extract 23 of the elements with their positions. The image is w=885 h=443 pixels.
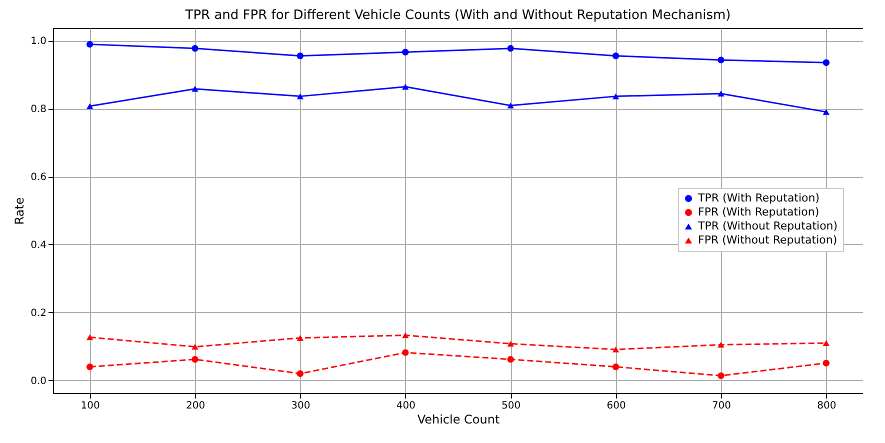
y-tick-label: 0.8 <box>30 104 46 116</box>
x-tick-label: 800 <box>817 400 836 412</box>
x-tick-label: 400 <box>396 400 416 412</box>
y-tick-label: 0.0 <box>30 376 46 387</box>
y-tick-label: 0.6 <box>30 172 46 184</box>
legend-label: FPR (With Reputation) <box>698 206 820 218</box>
y-tick-label: 0.4 <box>30 240 46 251</box>
x-tick-label: 500 <box>502 400 521 412</box>
y-tick-label: 0.2 <box>30 308 46 319</box>
y-axis-title: Rate <box>12 197 27 225</box>
legend-label: FPR (Without Reputation) <box>698 234 838 246</box>
legend-label: TPR (Without Reputation) <box>697 220 838 232</box>
y-tick-label: 1.0 <box>30 36 46 48</box>
x-tick-label: 300 <box>291 400 310 412</box>
x-tick-label: 600 <box>606 400 626 412</box>
point <box>822 109 830 115</box>
legend-label: TPR (With Reputation) <box>697 192 820 204</box>
x-axis-title: Vehicle Count <box>417 412 500 426</box>
point <box>822 340 830 346</box>
x-tick-label: 700 <box>712 400 732 412</box>
x-tick-label: 200 <box>186 400 206 412</box>
x-tick-label: 100 <box>80 400 100 412</box>
chart-title: TPR and FPR for Different Vehicle Counts (With and Without Reputation Mechanism) <box>184 8 731 23</box>
